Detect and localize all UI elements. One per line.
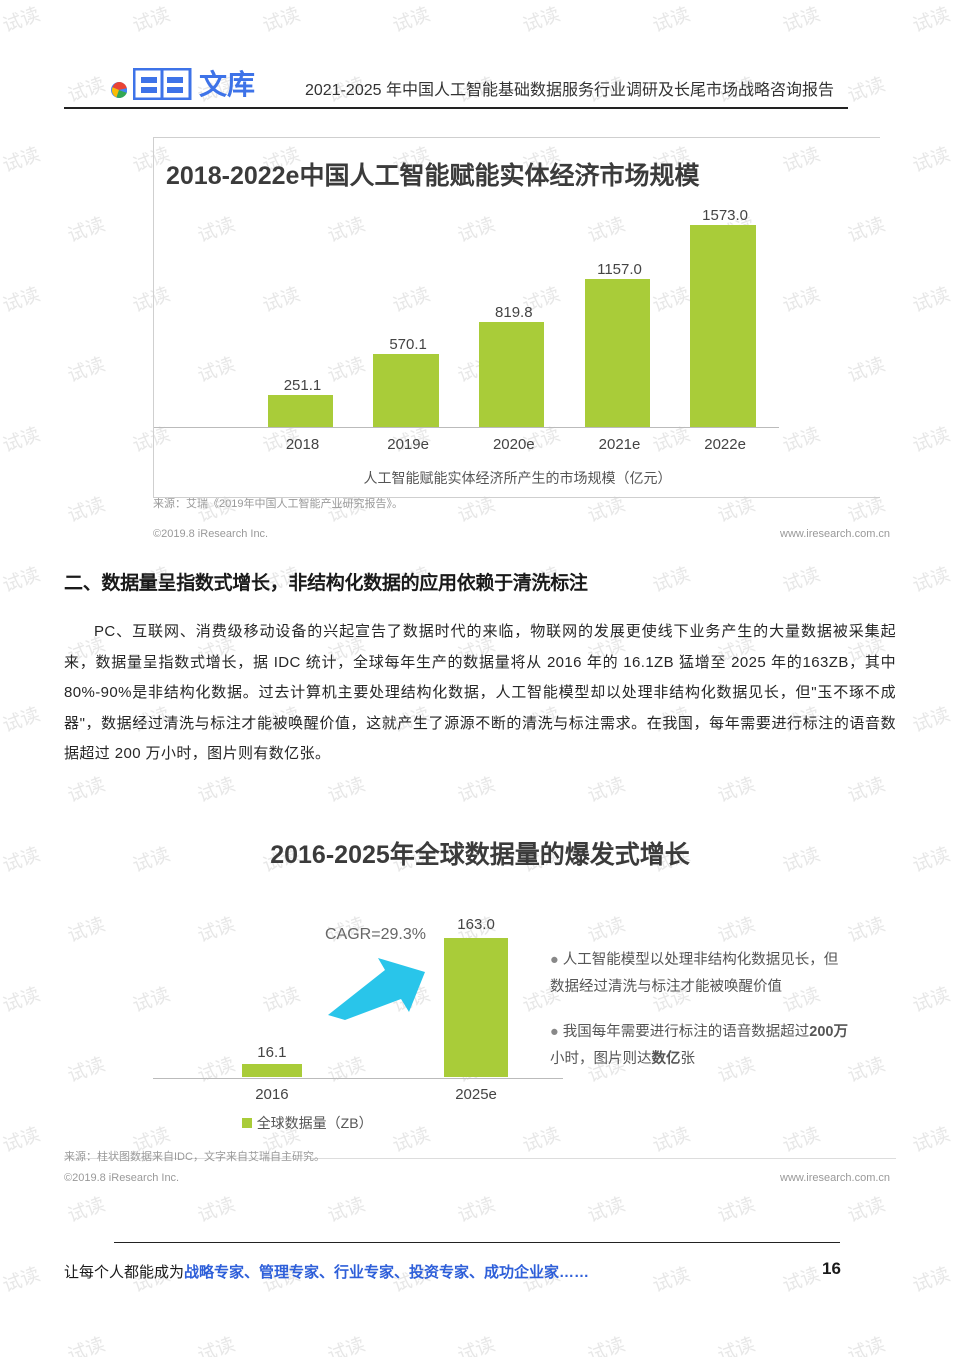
svg-text:文库: 文库 — [199, 68, 255, 100]
